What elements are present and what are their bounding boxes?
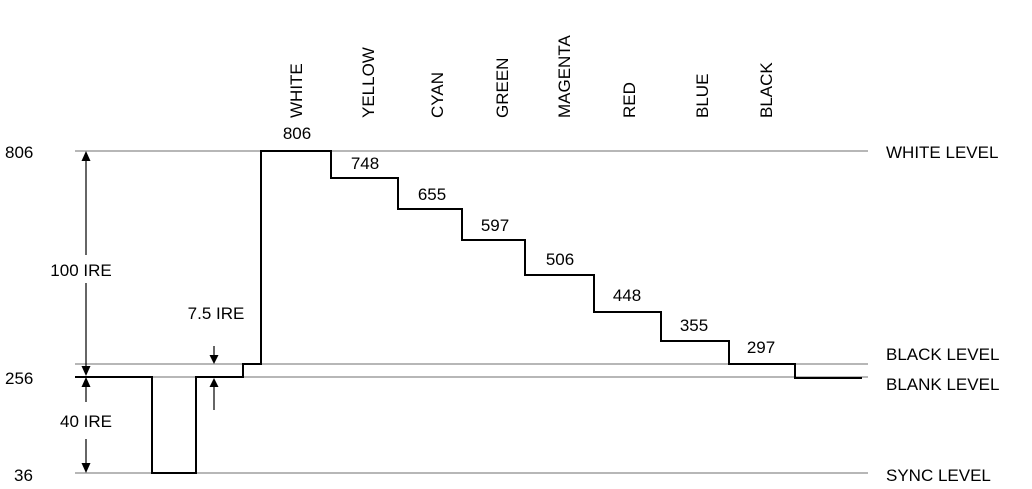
level-value-256: 256 xyxy=(5,369,33,388)
level-value-36: 36 xyxy=(14,466,33,485)
label-sync-level: SYNC LEVEL xyxy=(886,466,991,485)
color-label-green: GREEN xyxy=(493,58,512,118)
label-white-level: WHITE LEVEL xyxy=(886,143,998,162)
color-label-yellow: YELLOW xyxy=(359,47,378,118)
step-value-white: 806 xyxy=(283,124,311,143)
color-label-white: WHITE xyxy=(287,63,306,118)
label-40-ire: 40 IRE xyxy=(60,412,112,431)
arrow-up-icon xyxy=(209,378,219,387)
step-value-black: 297 xyxy=(747,338,775,357)
level-value-806: 806 xyxy=(5,143,33,162)
arrow-down-icon xyxy=(209,355,219,364)
step-value-magenta: 506 xyxy=(546,250,574,269)
label-blank-level: BLANK LEVEL xyxy=(886,375,999,394)
step-value-red: 448 xyxy=(613,286,641,305)
step-value-yellow: 748 xyxy=(351,154,379,173)
arrow-down-icon xyxy=(81,463,91,473)
color-label-black: BLACK xyxy=(757,62,776,118)
step-value-green: 597 xyxy=(481,216,509,235)
step-value-cyan: 655 xyxy=(418,185,446,204)
arrow-up-icon xyxy=(81,151,91,161)
color-label-red: RED xyxy=(620,82,639,118)
label-black-level: BLACK LEVEL xyxy=(886,345,999,364)
label-100-ire: 100 IRE xyxy=(50,261,111,280)
color-label-blue: BLUE xyxy=(693,74,712,118)
color-label-magenta: MAGENTA xyxy=(555,35,574,118)
arrow-down-icon xyxy=(81,366,91,376)
arrow-up-icon xyxy=(81,377,91,387)
color-label-cyan: CYAN xyxy=(428,72,447,118)
step-value-blue: 355 xyxy=(680,316,708,335)
waveform-path xyxy=(75,150,862,474)
label-7-5-ire: 7.5 IRE xyxy=(188,304,245,323)
